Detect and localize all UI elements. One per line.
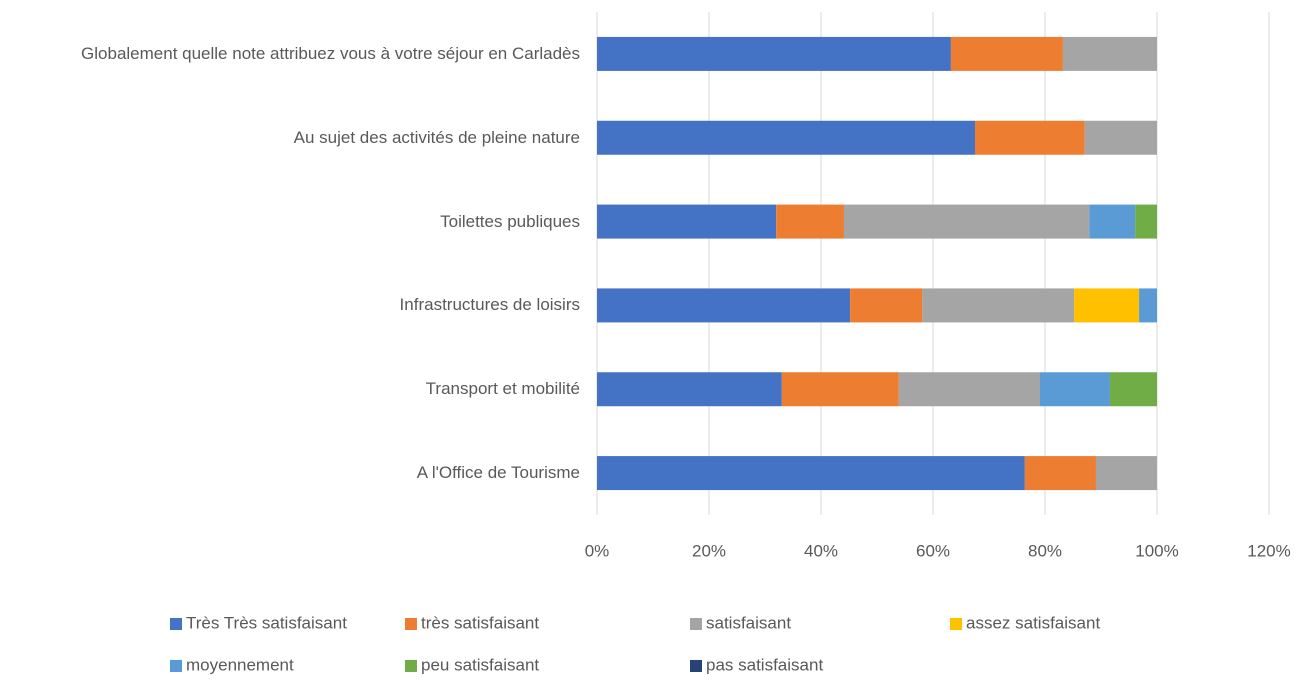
- y-tick-label: Infrastructures de loisirs: [10, 293, 580, 317]
- bar-segment: [975, 120, 1085, 155]
- legend-label: très satisfaisant: [421, 613, 539, 632]
- bar-segment: [922, 288, 1075, 323]
- bar-segment: [597, 456, 1025, 491]
- legend-swatch: [690, 618, 702, 630]
- bar-segment: [597, 120, 975, 155]
- legend-label: Très Très satisfaisant: [186, 613, 347, 632]
- bar-segment: [1039, 372, 1110, 407]
- legend-swatch: [170, 660, 182, 672]
- bar-segment: [1139, 288, 1157, 323]
- bar-segment: [1109, 372, 1157, 407]
- x-tick-label: 80%: [1028, 541, 1062, 560]
- bar-segment: [950, 36, 1063, 71]
- y-tick-label: Transport et mobilité: [10, 377, 580, 401]
- y-tick-label: Au sujet des activités de pleine nature: [10, 126, 580, 150]
- legend-label: moyennement: [186, 655, 294, 674]
- bar-segment: [597, 288, 851, 323]
- y-tick-label: Toilettes publiques: [10, 210, 580, 234]
- legend-swatch: [405, 618, 417, 630]
- x-tick-label: 120%: [1247, 541, 1290, 560]
- x-tick-label: 100%: [1135, 541, 1178, 560]
- bar-segment: [1062, 36, 1157, 71]
- legend-swatch: [405, 660, 417, 672]
- legend-label: pas satisfaisant: [706, 655, 823, 674]
- x-tick-label: 20%: [692, 541, 726, 560]
- y-tick-text: Toilettes publiques: [440, 211, 580, 231]
- bar-segment: [1135, 204, 1157, 239]
- bar-segment: [898, 372, 1040, 407]
- x-tick-label: 60%: [916, 541, 950, 560]
- x-tick-label: 0%: [585, 541, 610, 560]
- legend-label: assez satisfaisant: [966, 613, 1100, 632]
- bar-segment: [1074, 288, 1140, 323]
- bar-segment: [850, 288, 923, 323]
- legend-swatch: [170, 618, 182, 630]
- y-tick-text: Au sujet des activités de pleine nature: [293, 127, 580, 147]
- bar-segment: [597, 204, 777, 239]
- y-tick-label: Globalement quelle note attribuez vous à…: [10, 42, 580, 66]
- x-tick-label: 40%: [804, 541, 838, 560]
- bar-segment: [776, 204, 844, 239]
- bar-segment: [597, 36, 951, 71]
- bar-segment: [1024, 456, 1096, 491]
- y-tick-text: Transport et mobilité: [425, 379, 580, 399]
- y-tick-text: A l'Office de Tourisme: [416, 463, 580, 483]
- y-tick-label: A l'Office de Tourisme: [10, 461, 580, 485]
- y-tick-text: Infrastructures de loisirs: [399, 295, 580, 315]
- y-tick-text: Globalement quelle note attribuez vous à…: [81, 43, 580, 63]
- legend-label: peu satisfaisant: [421, 655, 539, 674]
- bar-segment: [781, 372, 899, 407]
- bar-segment: [597, 372, 782, 407]
- bar-segment: [843, 204, 1090, 239]
- bar-segment: [1095, 456, 1157, 491]
- legend-swatch: [690, 660, 702, 672]
- legend-swatch: [950, 618, 962, 630]
- bar-segment: [1084, 120, 1157, 155]
- legend-label: satisfaisant: [706, 613, 791, 632]
- bar-segment: [1089, 204, 1136, 239]
